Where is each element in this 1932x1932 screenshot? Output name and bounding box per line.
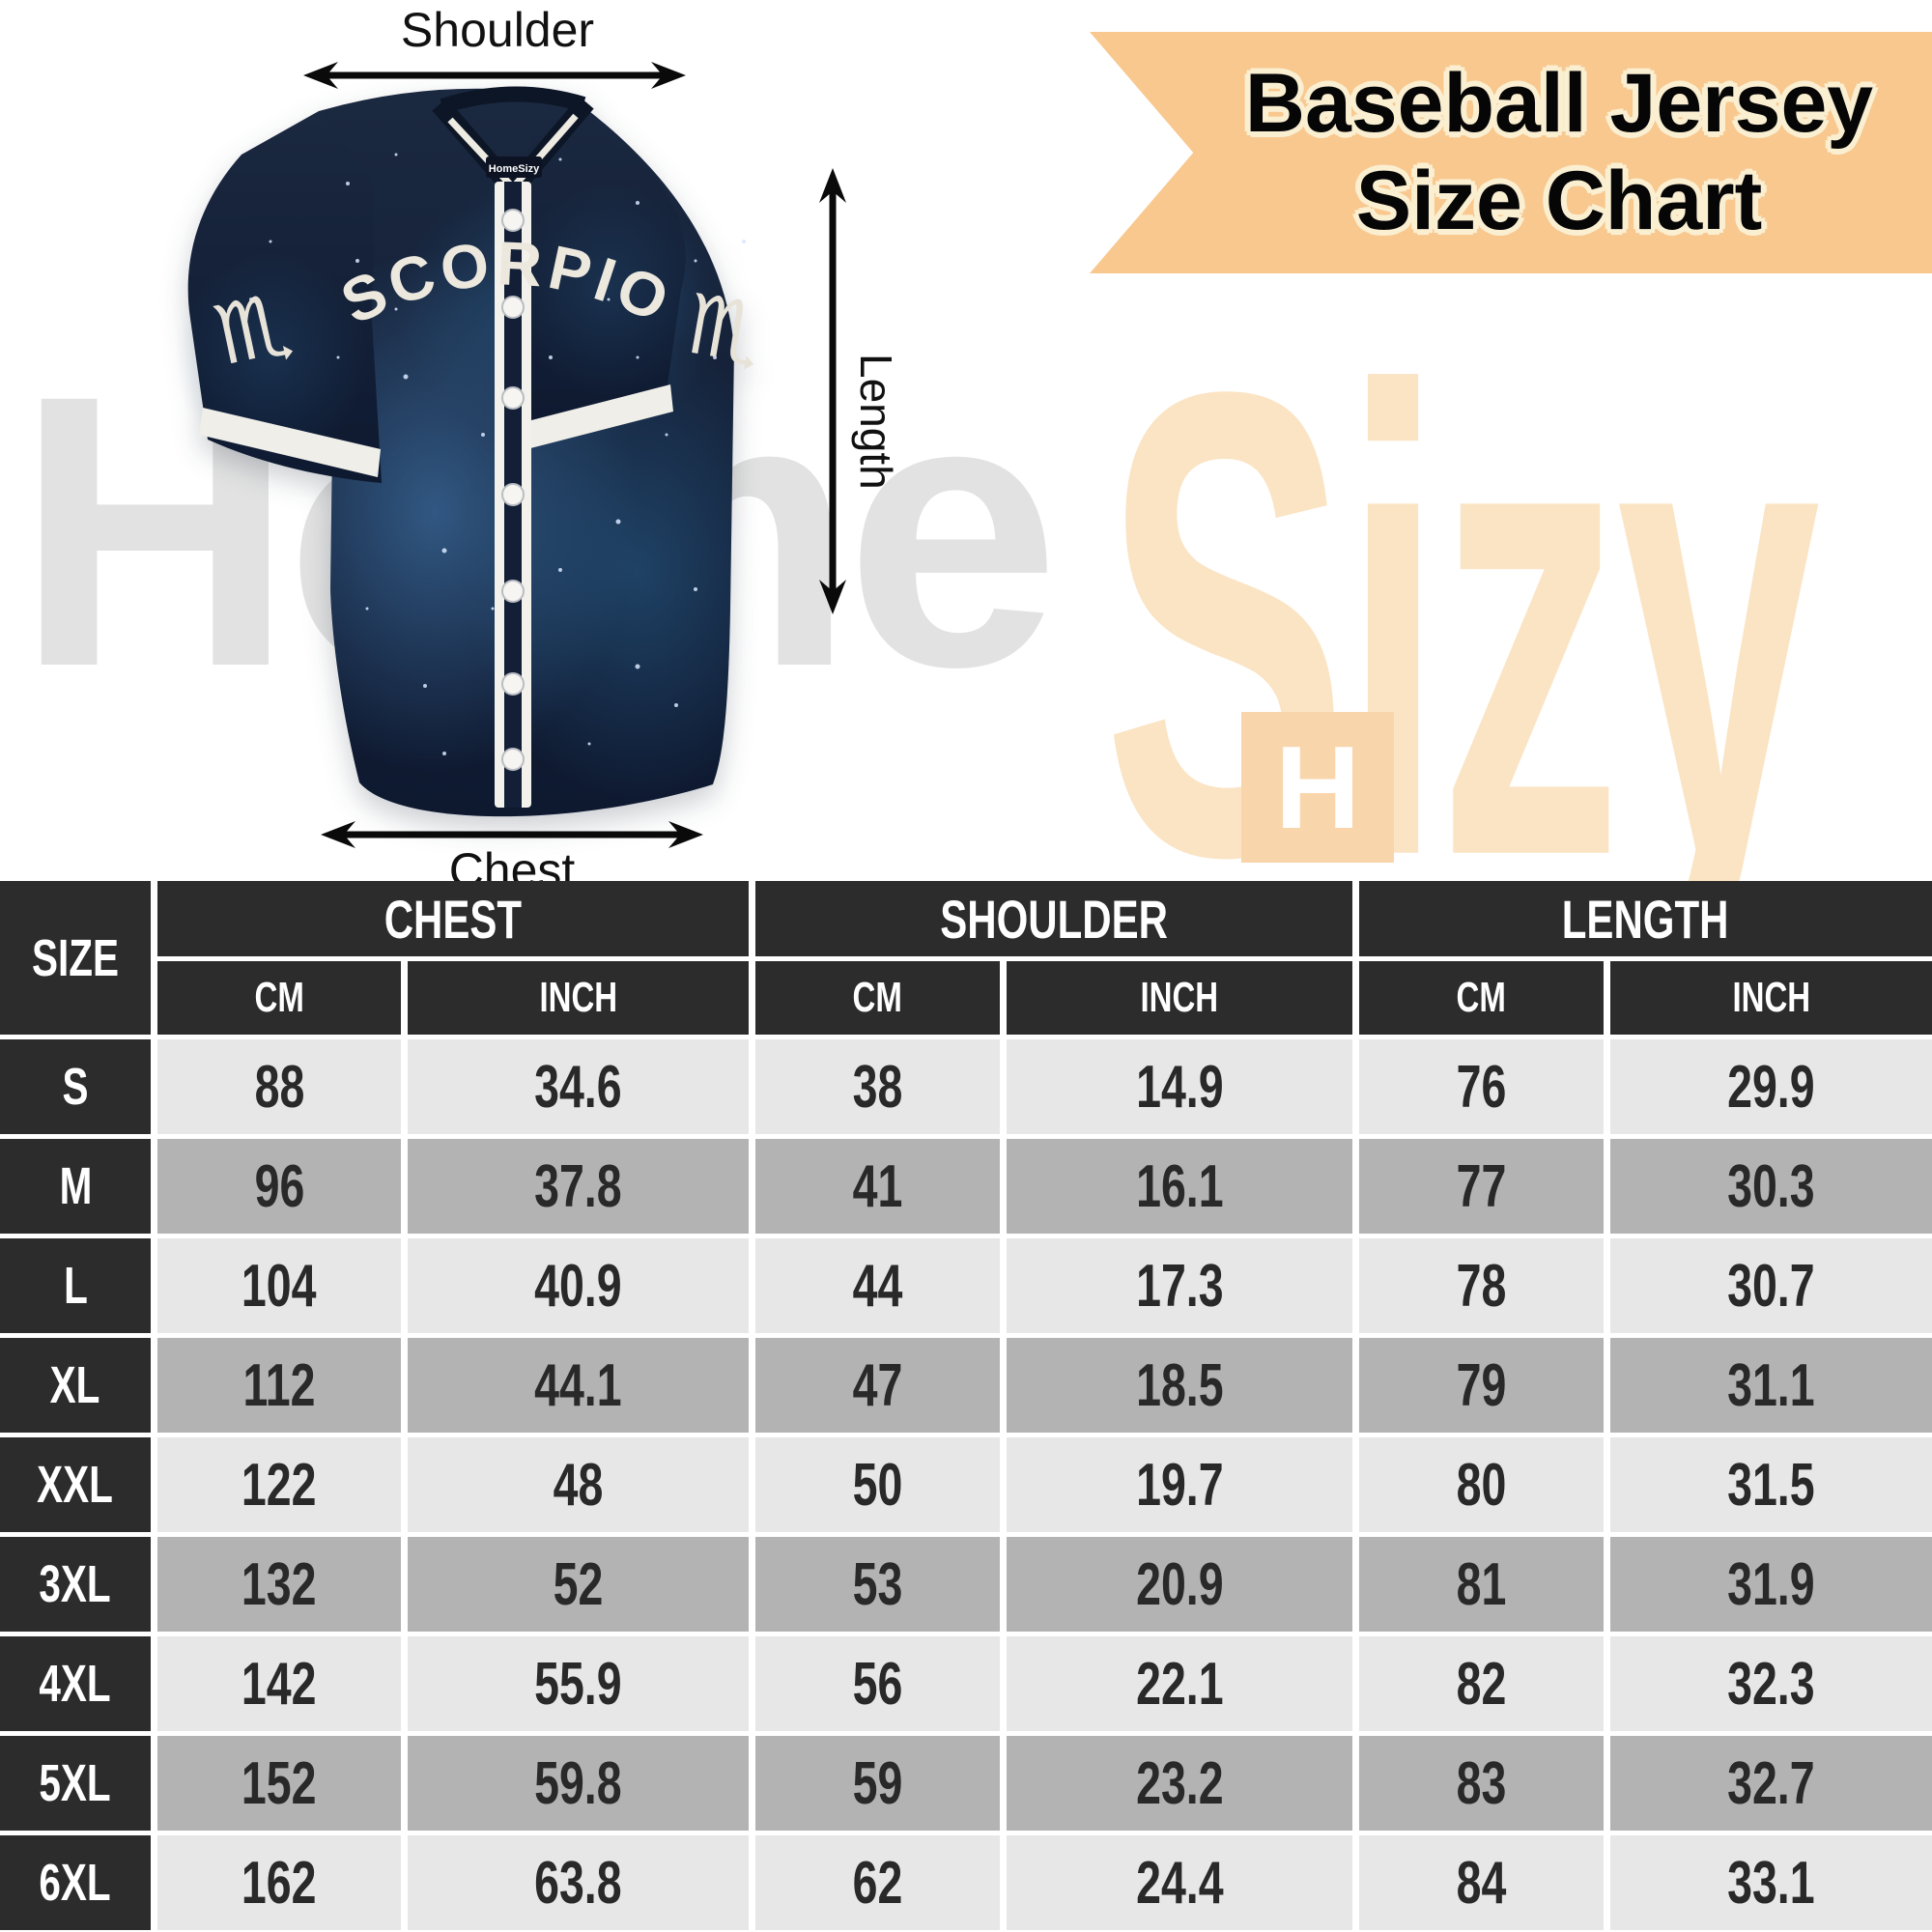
- table-cell: 132: [157, 1537, 401, 1632]
- table-cell: 32.3: [1610, 1636, 1932, 1731]
- table-cell: 62: [755, 1835, 1000, 1930]
- table-cell: 83: [1359, 1736, 1604, 1831]
- table-cell: 31.1: [1610, 1338, 1932, 1433]
- table-cell: 80: [1359, 1437, 1604, 1532]
- size-label: L: [0, 1238, 151, 1333]
- table-cell: 40.9: [408, 1238, 749, 1333]
- table-cell: 37.8: [408, 1139, 749, 1234]
- table-cell: 50: [755, 1437, 1000, 1532]
- table-cell: 29.9: [1610, 1039, 1932, 1134]
- size-label: M: [0, 1139, 151, 1234]
- size-column-header: SIZE: [0, 881, 151, 1035]
- table-cell: 59: [755, 1736, 1000, 1831]
- table-cell: 33.1: [1610, 1835, 1932, 1930]
- size-label: XXL: [0, 1437, 151, 1532]
- title-banner: Baseball Jersey Size Chart: [1090, 32, 1932, 273]
- table-cell: 30.7: [1610, 1238, 1932, 1333]
- table-cell: 84: [1359, 1835, 1604, 1930]
- chest-group-header: CHEST: [157, 881, 749, 956]
- table-cell: 82: [1359, 1636, 1604, 1731]
- table-cell: 79: [1359, 1338, 1604, 1433]
- table-cell: 78: [1359, 1238, 1604, 1333]
- brand-logo: H: [1241, 712, 1394, 863]
- watermark-sizy: Sizy: [1103, 254, 1820, 994]
- table-cell: 31.9: [1610, 1537, 1932, 1632]
- page-title-line1: Baseball Jersey: [1244, 56, 1874, 150]
- table-cell: 142: [157, 1636, 401, 1731]
- table-cell: 44.1: [408, 1338, 749, 1433]
- length-group-header: LENGTH: [1359, 881, 1932, 956]
- shoulder-inch-header: INCH: [1007, 961, 1352, 1035]
- chest-cm-header: CM: [157, 961, 401, 1035]
- brand-logo-letter: H: [1274, 722, 1361, 853]
- table-cell: 30.3: [1610, 1139, 1932, 1234]
- table-cell: 104: [157, 1238, 401, 1333]
- length-cm-header: CM: [1359, 961, 1604, 1035]
- page-title-line2: Size Chart: [1355, 155, 1763, 247]
- table-cell: 18.5: [1007, 1338, 1352, 1433]
- table-cell: 19.7: [1007, 1437, 1352, 1532]
- table-cell: 81: [1359, 1537, 1604, 1632]
- table-cell: 32.7: [1610, 1736, 1932, 1831]
- size-label: XL: [0, 1338, 151, 1433]
- table-cell: 23.2: [1007, 1736, 1352, 1831]
- table-cell: 38: [755, 1039, 1000, 1134]
- table-cell: 59.8: [408, 1736, 749, 1831]
- table-cell: 55.9: [408, 1636, 749, 1731]
- table-cell: 31.5: [1610, 1437, 1932, 1532]
- size-label: 4XL: [0, 1636, 151, 1731]
- table-cell: 22.1: [1007, 1636, 1352, 1731]
- length-label: Length: [851, 354, 901, 490]
- table-cell: 41: [755, 1139, 1000, 1234]
- table-cell: 96: [157, 1139, 401, 1234]
- table-cell: 14.9: [1007, 1039, 1352, 1134]
- size-label: 6XL: [0, 1835, 151, 1930]
- table-cell: 152: [157, 1736, 401, 1831]
- table-cell: 47: [755, 1338, 1000, 1433]
- shoulder-label: Shoulder: [400, 3, 595, 57]
- table-cell: 88: [157, 1039, 401, 1134]
- table-cell: 17.3: [1007, 1238, 1352, 1333]
- table-cell: 63.8: [408, 1835, 749, 1930]
- left-sleeve-stripe: [199, 408, 381, 477]
- shoulder-group-header: SHOULDER: [755, 881, 1352, 956]
- table-cell: 52: [408, 1537, 749, 1632]
- jersey-image: HomeSizy SCORPIO ♏ ♏: [174, 86, 770, 817]
- right-sleeve-stripe: [505, 384, 673, 454]
- chest-arrow: [321, 821, 703, 848]
- table-cell: 34.6: [408, 1039, 749, 1134]
- length-inch-header: INCH: [1610, 961, 1932, 1035]
- shoulder-cm-header: CM: [755, 961, 1000, 1035]
- table-cell: 24.4: [1007, 1835, 1352, 1930]
- table-cell: 48: [408, 1437, 749, 1532]
- size-table: SIZE CHEST SHOULDER LENGTH CM INCH CM IN…: [0, 881, 1932, 1930]
- table-cell: 20.9: [1007, 1537, 1352, 1632]
- table-cell: 76: [1359, 1039, 1604, 1134]
- collar-brand-label: HomeSizy: [489, 163, 540, 175]
- size-label: 5XL: [0, 1736, 151, 1831]
- jersey-buttons: [501, 209, 525, 771]
- collar-tag: [486, 156, 542, 178]
- table-cell: 162: [157, 1835, 401, 1930]
- table-cell: 56: [755, 1636, 1000, 1731]
- length-arrow: [819, 168, 846, 614]
- table-cell: 44: [755, 1238, 1000, 1333]
- table-cell: 16.1: [1007, 1139, 1352, 1234]
- size-label: S: [0, 1039, 151, 1134]
- chest-inch-header: INCH: [408, 961, 749, 1035]
- right-sleeve-zodiac-symbol: ♏: [679, 276, 769, 384]
- size-label: 3XL: [0, 1537, 151, 1632]
- table-cell: 77: [1359, 1139, 1604, 1234]
- table-cell: 53: [755, 1537, 1000, 1632]
- shoulder-arrow: [303, 62, 686, 89]
- table-cell: 112: [157, 1338, 401, 1433]
- table-cell: 122: [157, 1437, 401, 1532]
